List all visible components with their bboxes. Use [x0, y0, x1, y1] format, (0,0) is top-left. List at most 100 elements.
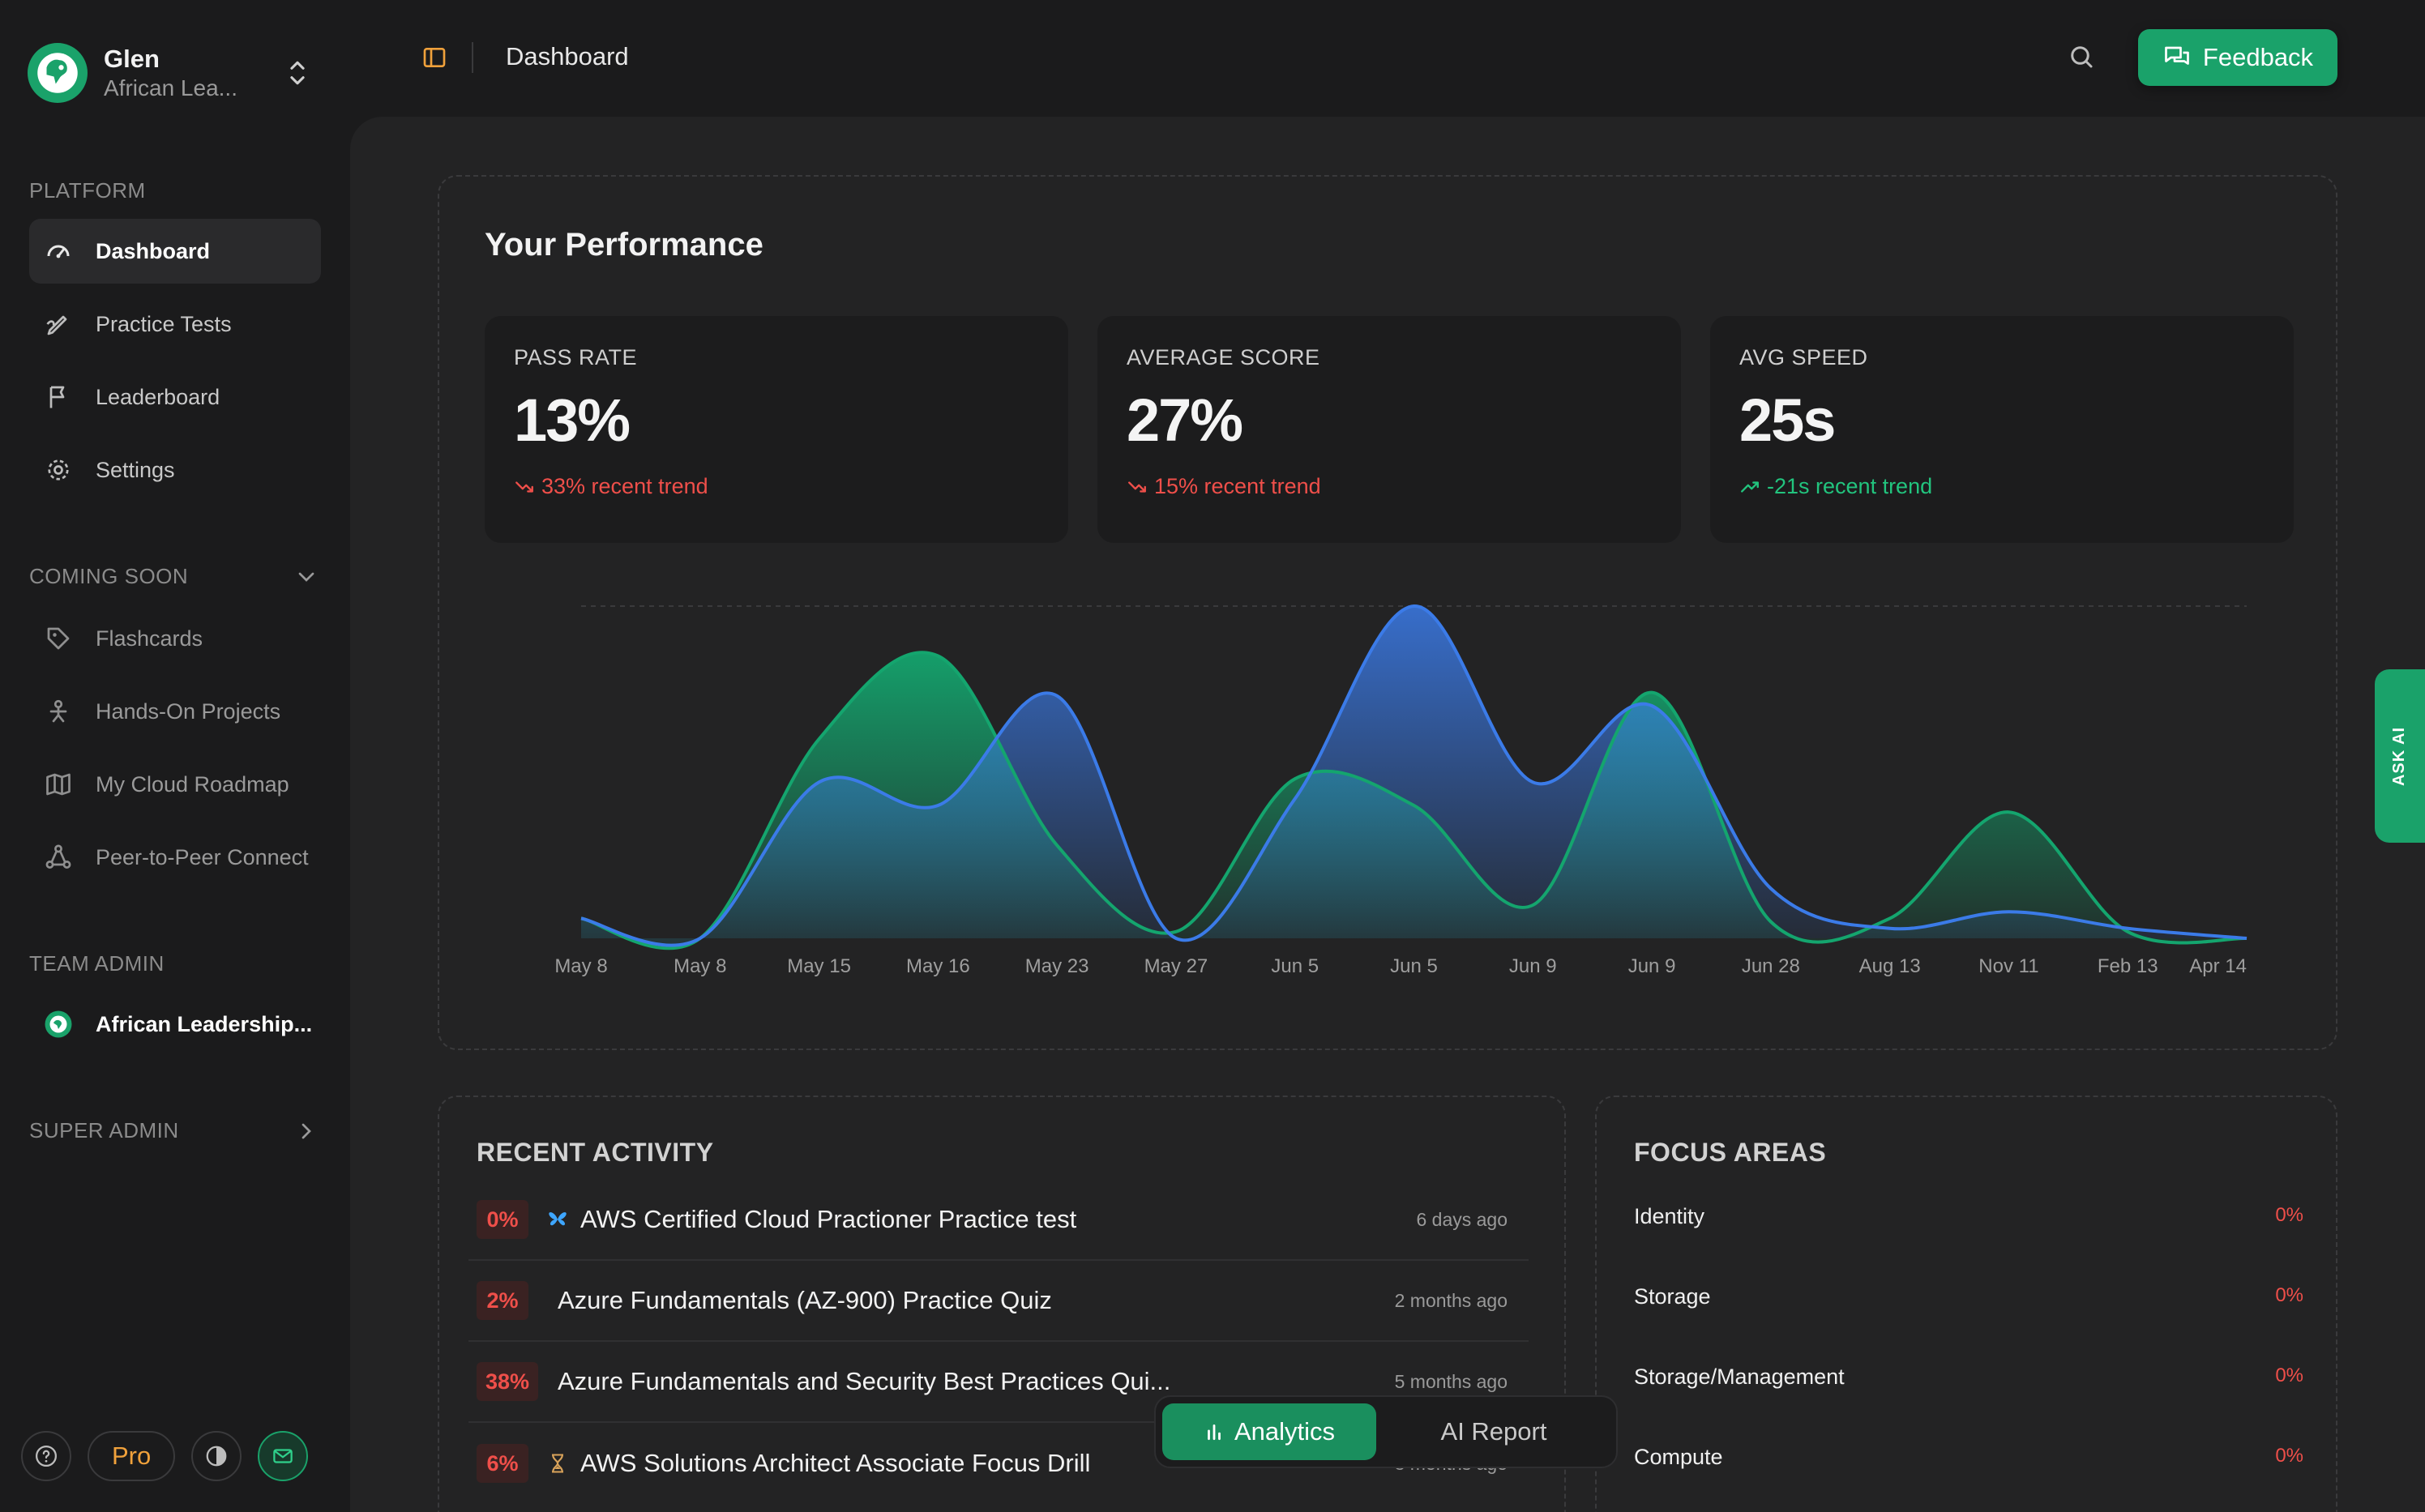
help-button[interactable] [21, 1431, 71, 1481]
score-badge: 6% [477, 1444, 528, 1483]
top-bar: Dashboard Feedback [350, 0, 2425, 117]
help-icon [36, 1446, 57, 1467]
x-tick-label: Jun 28 [1742, 955, 1800, 977]
platform-section-label: PLATFORM [29, 178, 146, 203]
focus-area-name: Storage [1634, 1284, 1711, 1309]
ask-ai-label: ASK AI [2390, 726, 2409, 786]
sidebar-item-dashboard[interactable]: Dashboard [29, 219, 321, 284]
chevron-right-icon[interactable] [293, 1118, 319, 1144]
search-icon[interactable] [2067, 42, 2096, 71]
org-switcher[interactable]: Glen African Lea... [28, 37, 311, 109]
network-icon [45, 844, 71, 869]
super-admin-section-label: SUPER ADMIN [29, 1118, 179, 1143]
org-name: Glen [104, 45, 160, 73]
chart-series-line-2 [580, 604, 2248, 947]
recent-activity-card: RECENT ACTIVITY 0% AWS Certified Cloud P… [438, 1096, 1566, 1512]
coming-soon-section-label: COMING SOON [29, 564, 189, 588]
trend-down-icon [1128, 481, 1146, 493]
chevrons-up-down-icon [290, 61, 305, 85]
page-title: Dashboard [506, 42, 629, 70]
gear-icon [48, 459, 69, 481]
sidebar-item-flashcards[interactable]: Flashcards [29, 606, 321, 671]
flag-icon [49, 386, 65, 408]
sidebar-item-hands-on-projects[interactable]: Hands-On Projects [29, 679, 321, 744]
pro-button[interactable]: Pro [88, 1431, 176, 1481]
x-tick-label: Jun 9 [1628, 955, 1676, 977]
sidebar-item-practice-tests[interactable]: Practice Tests [29, 292, 321, 357]
org-logo-icon [45, 1010, 72, 1038]
activity-row[interactable]: 38% Azure Fundamentals and Security Best… [468, 1342, 1529, 1423]
sidebar-item-settings[interactable]: Settings [29, 438, 321, 502]
ai-report-tab[interactable]: AI Report [1383, 1403, 1605, 1460]
activity-row[interactable]: 0% AWS Certified Cloud Practioner Practi… [468, 1180, 1529, 1261]
x-tick-label: Jun 5 [1271, 955, 1319, 977]
org-avatar [28, 43, 88, 103]
x-tick-label: May 23 [1025, 955, 1089, 977]
activity-row[interactable]: 2% Azure Fundamentals (AZ-900) Practice … [468, 1261, 1529, 1342]
theme-toggle-button[interactable] [191, 1431, 242, 1481]
stat-label: AVG SPEED [1739, 345, 1868, 369]
focus-area-percent: 0% [2275, 1365, 2303, 1386]
ai-report-label: AI Report [1440, 1417, 1547, 1446]
performance-chart: May 8 May 8 May 15 May 16 May 23 May 27 Jun 5 J… [554, 604, 2248, 977]
x-tick-label: May 27 [1144, 955, 1208, 977]
x-tick-label: Nov 11 [1978, 955, 2038, 977]
sidebar-item-label: Hands-On Projects [96, 698, 281, 724]
focus-area-name: Identity [1634, 1204, 1705, 1228]
score-badge: 0% [477, 1200, 528, 1239]
x-tick-label: Jun 9 [1509, 955, 1557, 977]
sidebar-item-leaderboard[interactable]: Leaderboard [29, 365, 321, 429]
stat-trend: -21s recent trend [1739, 474, 2265, 499]
sidebar-item-team[interactable]: African Leadership... [29, 992, 321, 1057]
x-tick-label: May 8 [554, 955, 607, 977]
focus-areas-card: FOCUS AREAS Identity 0% Storage 0% Stora… [1595, 1096, 2337, 1512]
focus-area-name: Compute [1634, 1445, 1723, 1469]
feedback-label: Feedback [2202, 43, 2314, 71]
focus-area-name: Storage/Management [1634, 1365, 1845, 1389]
chevron-down-icon[interactable] [293, 564, 319, 590]
stat-card-pass-rate: PASS RATE 13% 33% recent trend [485, 316, 1068, 543]
score-badge: 38% [477, 1362, 538, 1401]
tag-icon [47, 627, 70, 650]
view-mode-toggle: Analytics AI Report [1154, 1395, 1618, 1468]
mail-button[interactable] [258, 1431, 309, 1481]
stat-label: PASS RATE [514, 345, 638, 369]
focus-areas-title: FOCUS AREAS [1634, 1138, 1827, 1167]
org-logo-icon [37, 53, 78, 93]
sidebar-item-label: Practice Tests [96, 311, 232, 336]
x-tick-label: May 16 [906, 955, 970, 977]
person-icon [49, 699, 67, 723]
sidebar-item-label: Leaderboard [96, 384, 220, 409]
sidebar: Glen African Lea... PLATFORM Dashboard P… [0, 0, 350, 1512]
sidebar-item-my-cloud-roadmap[interactable]: My Cloud Roadmap [29, 752, 321, 817]
stat-trend-text: 15% recent trend [1154, 474, 1321, 498]
x-tick-label: Feb 13 [2098, 955, 2158, 977]
analytics-tab[interactable]: Analytics [1162, 1403, 1376, 1460]
feedback-button[interactable]: Feedback [2138, 29, 2337, 86]
trend-down-icon [515, 481, 533, 493]
focus-area-row: Identity 0% [1634, 1204, 2303, 1229]
activity-time: 6 days ago [1416, 1208, 1508, 1230]
stat-trend-text: 33% recent trend [541, 474, 708, 498]
team-admin-section-label: TEAM ADMIN [29, 951, 165, 976]
activity-title: AWS Certified Cloud Practioner Practice … [580, 1205, 1077, 1233]
chart-series-area-2 [581, 605, 2247, 946]
map-icon [46, 773, 71, 796]
sidebar-item-label: Dashboard [96, 238, 211, 263]
sidebar-toggle-icon[interactable] [421, 45, 447, 70]
sidebar-item-label: Flashcards [96, 626, 203, 651]
stat-label: AVERAGE SCORE [1127, 345, 1320, 369]
sidebar-item-label: Settings [96, 457, 175, 482]
focus-area-percent: 0% [2275, 1284, 2303, 1306]
stat-trend: 33% recent trend [514, 474, 1039, 499]
sidebar-footer: Pro [21, 1431, 309, 1481]
x-tick-label: Aug 13 [1859, 955, 1921, 977]
x-tick-label: May 15 [787, 955, 851, 977]
stat-card-avg-speed: AVG SPEED 25s -21s recent trend [1710, 316, 2294, 543]
chat-icon [2165, 46, 2189, 65]
ask-ai-button[interactable]: ASK AI [2375, 669, 2425, 843]
mail-icon [273, 1449, 293, 1463]
sidebar-item-peer-to-peer-connect[interactable]: Peer-to-Peer Connect [29, 825, 321, 890]
activity-time: 5 months ago [1394, 1370, 1508, 1392]
stat-trend: 15% recent trend [1127, 474, 1652, 499]
